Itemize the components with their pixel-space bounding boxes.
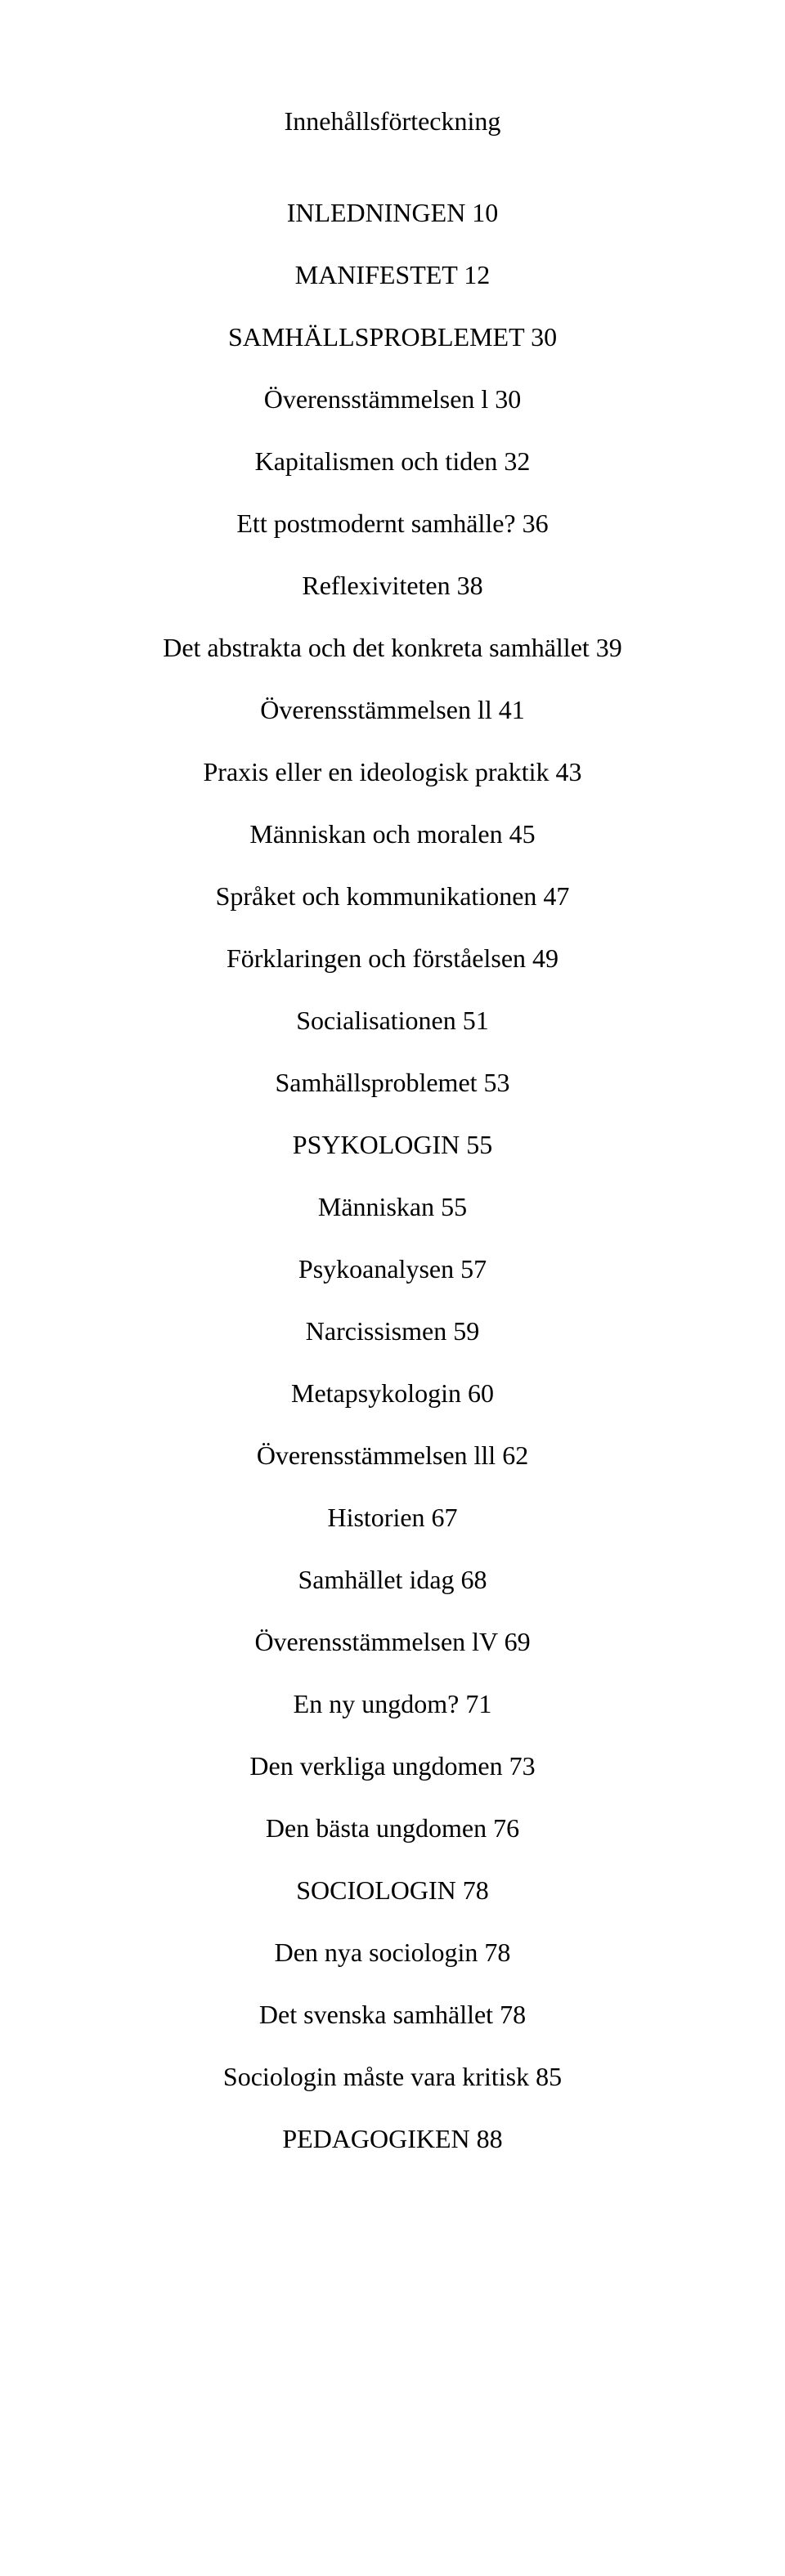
toc-entry: Historien 67 [0,1486,785,1548]
entry-page: 85 [536,2062,562,2091]
toc-entry: Psykoanalysen 57 [0,1238,785,1300]
entry-label: Sociologin måste vara kritisk [223,2062,529,2091]
entry-page: 47 [543,881,569,911]
entry-page: 57 [460,1254,487,1284]
entry-page: 36 [523,508,549,538]
entry-page: 51 [463,1006,489,1035]
entry-label: PSYKOLOGIN [293,1130,460,1159]
entry-label: INLEDNINGEN [287,198,466,227]
entry-label: Det svenska samhället [259,2000,493,2029]
entry-label: Kapitalismen och tiden [255,446,498,476]
entry-page: 69 [505,1627,531,1656]
entry-label: SAMHÄLLSPROBLEMET [228,322,524,352]
toc-entry: Ett postmodernt samhälle? 36 [0,492,785,554]
entry-page: 76 [493,1813,519,1843]
entry-page: 30 [495,384,521,414]
entry-page: 55 [441,1192,467,1221]
toc-entry: Överensstämmelsen ll 41 [0,679,785,741]
toc-entry: Språket och kommunikationen 47 [0,865,785,927]
entry-page: 68 [461,1565,487,1594]
toc-entry: Praxis eller en ideologisk praktik 43 [0,741,785,803]
entry-label: En ny ungdom? [294,1689,460,1718]
toc-entry: Socialisationen 51 [0,989,785,1051]
toc-entry: Narcissismen 59 [0,1300,785,1362]
entry-label: Metapsykologin [291,1378,461,1408]
entry-label: Människan [318,1192,434,1221]
entry-page: 88 [477,2124,503,2153]
entry-label: SOCIOLOGIN [296,1875,456,1905]
toc-entry: PEDAGOGIKEN 88 [0,2108,785,2170]
entry-label: Reflexiviteten [302,571,450,600]
entry-page: 71 [465,1689,491,1718]
entry-label: Samhället idag [298,1565,454,1594]
entry-page: 38 [457,571,483,600]
toc-entry: SOCIOLOGIN 78 [0,1859,785,1921]
toc-entry: Människan 55 [0,1176,785,1238]
entry-page: 67 [432,1503,458,1532]
entry-page: 62 [502,1440,528,1470]
entry-page: 30 [531,322,557,352]
entry-label: Den verkliga ungdomen [249,1751,502,1781]
toc-entry: Den bästa ungdomen 76 [0,1797,785,1859]
entry-page: 41 [499,695,525,724]
entry-page: 59 [453,1316,479,1346]
entry-page: 49 [532,943,558,973]
entry-page: 45 [509,819,536,849]
toc-entry: Kapitalismen och tiden 32 [0,430,785,492]
toc-entry: Samhället idag 68 [0,1548,785,1611]
entry-page: 43 [556,757,582,786]
toc-page: Innehållsförteckning INLEDNINGEN 10 MANI… [0,0,785,2576]
entry-label: Historien [327,1503,424,1532]
toc-entry: PSYKOLOGIN 55 [0,1113,785,1176]
entry-label: Samhällsproblemet [275,1068,477,1097]
toc-entry: Människan och moralen 45 [0,803,785,865]
toc-entry: Överensstämmelsen l 30 [0,368,785,430]
entry-page: 60 [468,1378,494,1408]
entry-label: Den bästa ungdomen [266,1813,487,1843]
toc-entry: Det svenska samhället 78 [0,1983,785,2045]
entry-label: Ett postmodernt samhälle? [236,508,515,538]
entry-page: 12 [464,260,490,289]
entry-label: Socialisationen [296,1006,456,1035]
entry-page: 39 [596,633,622,662]
entry-label: Psykoanalysen [298,1254,454,1284]
entry-page: 32 [504,446,530,476]
entry-label: Det abstrakta och det konkreta samhället [163,633,590,662]
entry-label: Överensstämmelsen lll [257,1440,496,1470]
entry-page: 78 [484,1938,510,1967]
toc-entry: Samhällsproblemet 53 [0,1051,785,1113]
entry-label: Överensstämmelsen lV [254,1627,497,1656]
entry-label: Praxis eller en ideologisk praktik [203,757,549,786]
entry-label: Den nya sociologin [275,1938,478,1967]
entry-label: Överensstämmelsen ll [260,695,491,724]
toc-entry: SAMHÄLLSPROBLEMET 30 [0,306,785,368]
entry-page: 78 [463,1875,489,1905]
entry-label: Överensstämmelsen l [264,384,489,414]
toc-entry: Det abstrakta och det konkreta samhället… [0,616,785,679]
toc-entry: Den nya sociologin 78 [0,1921,785,1983]
entry-page: 10 [472,198,498,227]
entry-label: Människan och moralen [249,819,502,849]
spacer [0,152,785,181]
toc-entry: Överensstämmelsen lll 62 [0,1424,785,1486]
toc-entry: Överensstämmelsen lV 69 [0,1611,785,1673]
entry-label: PEDAGOGIKEN [282,2124,469,2153]
entry-page: 78 [500,2000,526,2029]
entry-page: 55 [466,1130,492,1159]
entry-label: Språket och kommunikationen [216,881,537,911]
toc-entry: En ny ungdom? 71 [0,1673,785,1735]
entry-label: Narcissismen [306,1316,446,1346]
entry-page: 73 [509,1751,536,1781]
toc-entry: MANIFESTET 12 [0,244,785,306]
toc-entry: Sociologin måste vara kritisk 85 [0,2045,785,2108]
toc-entry: Metapsykologin 60 [0,1362,785,1424]
toc-entry: Den verkliga ungdomen 73 [0,1735,785,1797]
entry-label: Förklaringen och förståelsen [227,943,526,973]
toc-entry: Reflexiviteten 38 [0,554,785,616]
toc-entry: Förklaringen och förståelsen 49 [0,927,785,989]
entry-label: MANIFESTET [295,260,458,289]
entry-page: 53 [484,1068,510,1097]
toc-title: Innehållsförteckning [0,90,785,152]
toc-entry: INLEDNINGEN 10 [0,181,785,244]
